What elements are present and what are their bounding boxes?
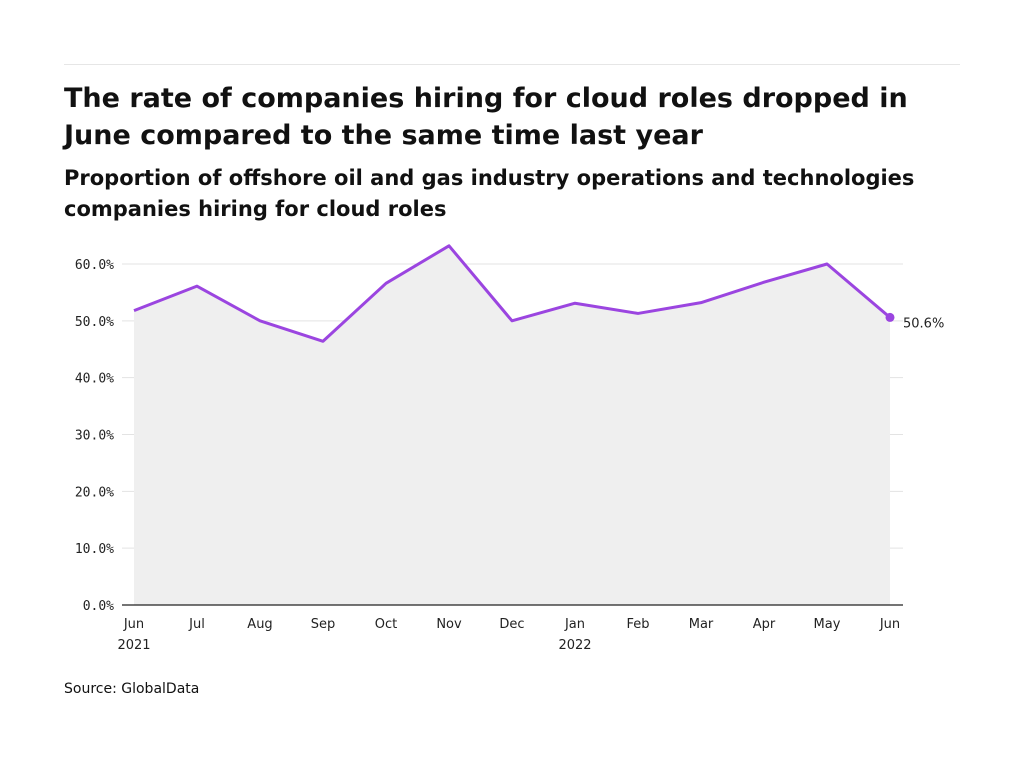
x-year-label: 2022 bbox=[558, 638, 591, 653]
x-tick-label: Dec bbox=[499, 617, 524, 632]
chart-subtitle: Proportion of offshore oil and gas indus… bbox=[64, 166, 915, 221]
series-area bbox=[134, 245, 890, 605]
x-tick-label: Jun bbox=[879, 617, 900, 632]
x-tick-label: Feb bbox=[626, 617, 649, 632]
x-tick-label: Apr bbox=[753, 617, 776, 632]
x-tick-label: Jul bbox=[188, 617, 205, 632]
x-tick-label: Jun bbox=[123, 617, 144, 632]
series-line bbox=[133, 244, 891, 343]
x-tick-label: Jan bbox=[564, 617, 585, 632]
x-tick-label: Oct bbox=[375, 617, 397, 632]
end-value-label: 50.6% bbox=[903, 316, 944, 331]
x-tick-label: Sep bbox=[311, 617, 336, 632]
y-axis-ticks: 0.0% 10.0% 20.0% 30.0% 40.0% 50.0% 60.0% bbox=[75, 258, 114, 614]
y-tick-label: 20.0% bbox=[75, 485, 114, 500]
x-year-label: 2021 bbox=[117, 638, 150, 653]
x-tick-label: Mar bbox=[689, 617, 714, 632]
x-tick-label: Nov bbox=[436, 617, 462, 632]
top-divider bbox=[64, 64, 960, 65]
y-tick-label: 10.0% bbox=[75, 542, 114, 557]
x-tick-label: May bbox=[814, 617, 841, 632]
source-note: Source: GlobalData bbox=[64, 681, 200, 697]
x-tick-label: Aug bbox=[247, 617, 272, 632]
y-tick-label: 0.0% bbox=[83, 599, 114, 614]
chart-title: The rate of companies hiring for cloud r… bbox=[64, 83, 908, 151]
end-point-marker bbox=[885, 312, 895, 322]
line-chart: 50.6% 0.0% 10.0% 20.0% 30.0% 40.0% 50.0% 60.0%… bbox=[75, 244, 944, 653]
y-tick-label: 30.0% bbox=[75, 429, 114, 444]
x-axis-ticks: Jun 2021 Jul Aug Sep Oct Nov Dec Jan 2022 Feb Mar Ap… bbox=[117, 617, 900, 653]
y-tick-label: 50.0% bbox=[75, 315, 114, 330]
y-tick-label: 40.0% bbox=[75, 372, 114, 387]
y-tick-label: 60.0% bbox=[75, 258, 114, 273]
